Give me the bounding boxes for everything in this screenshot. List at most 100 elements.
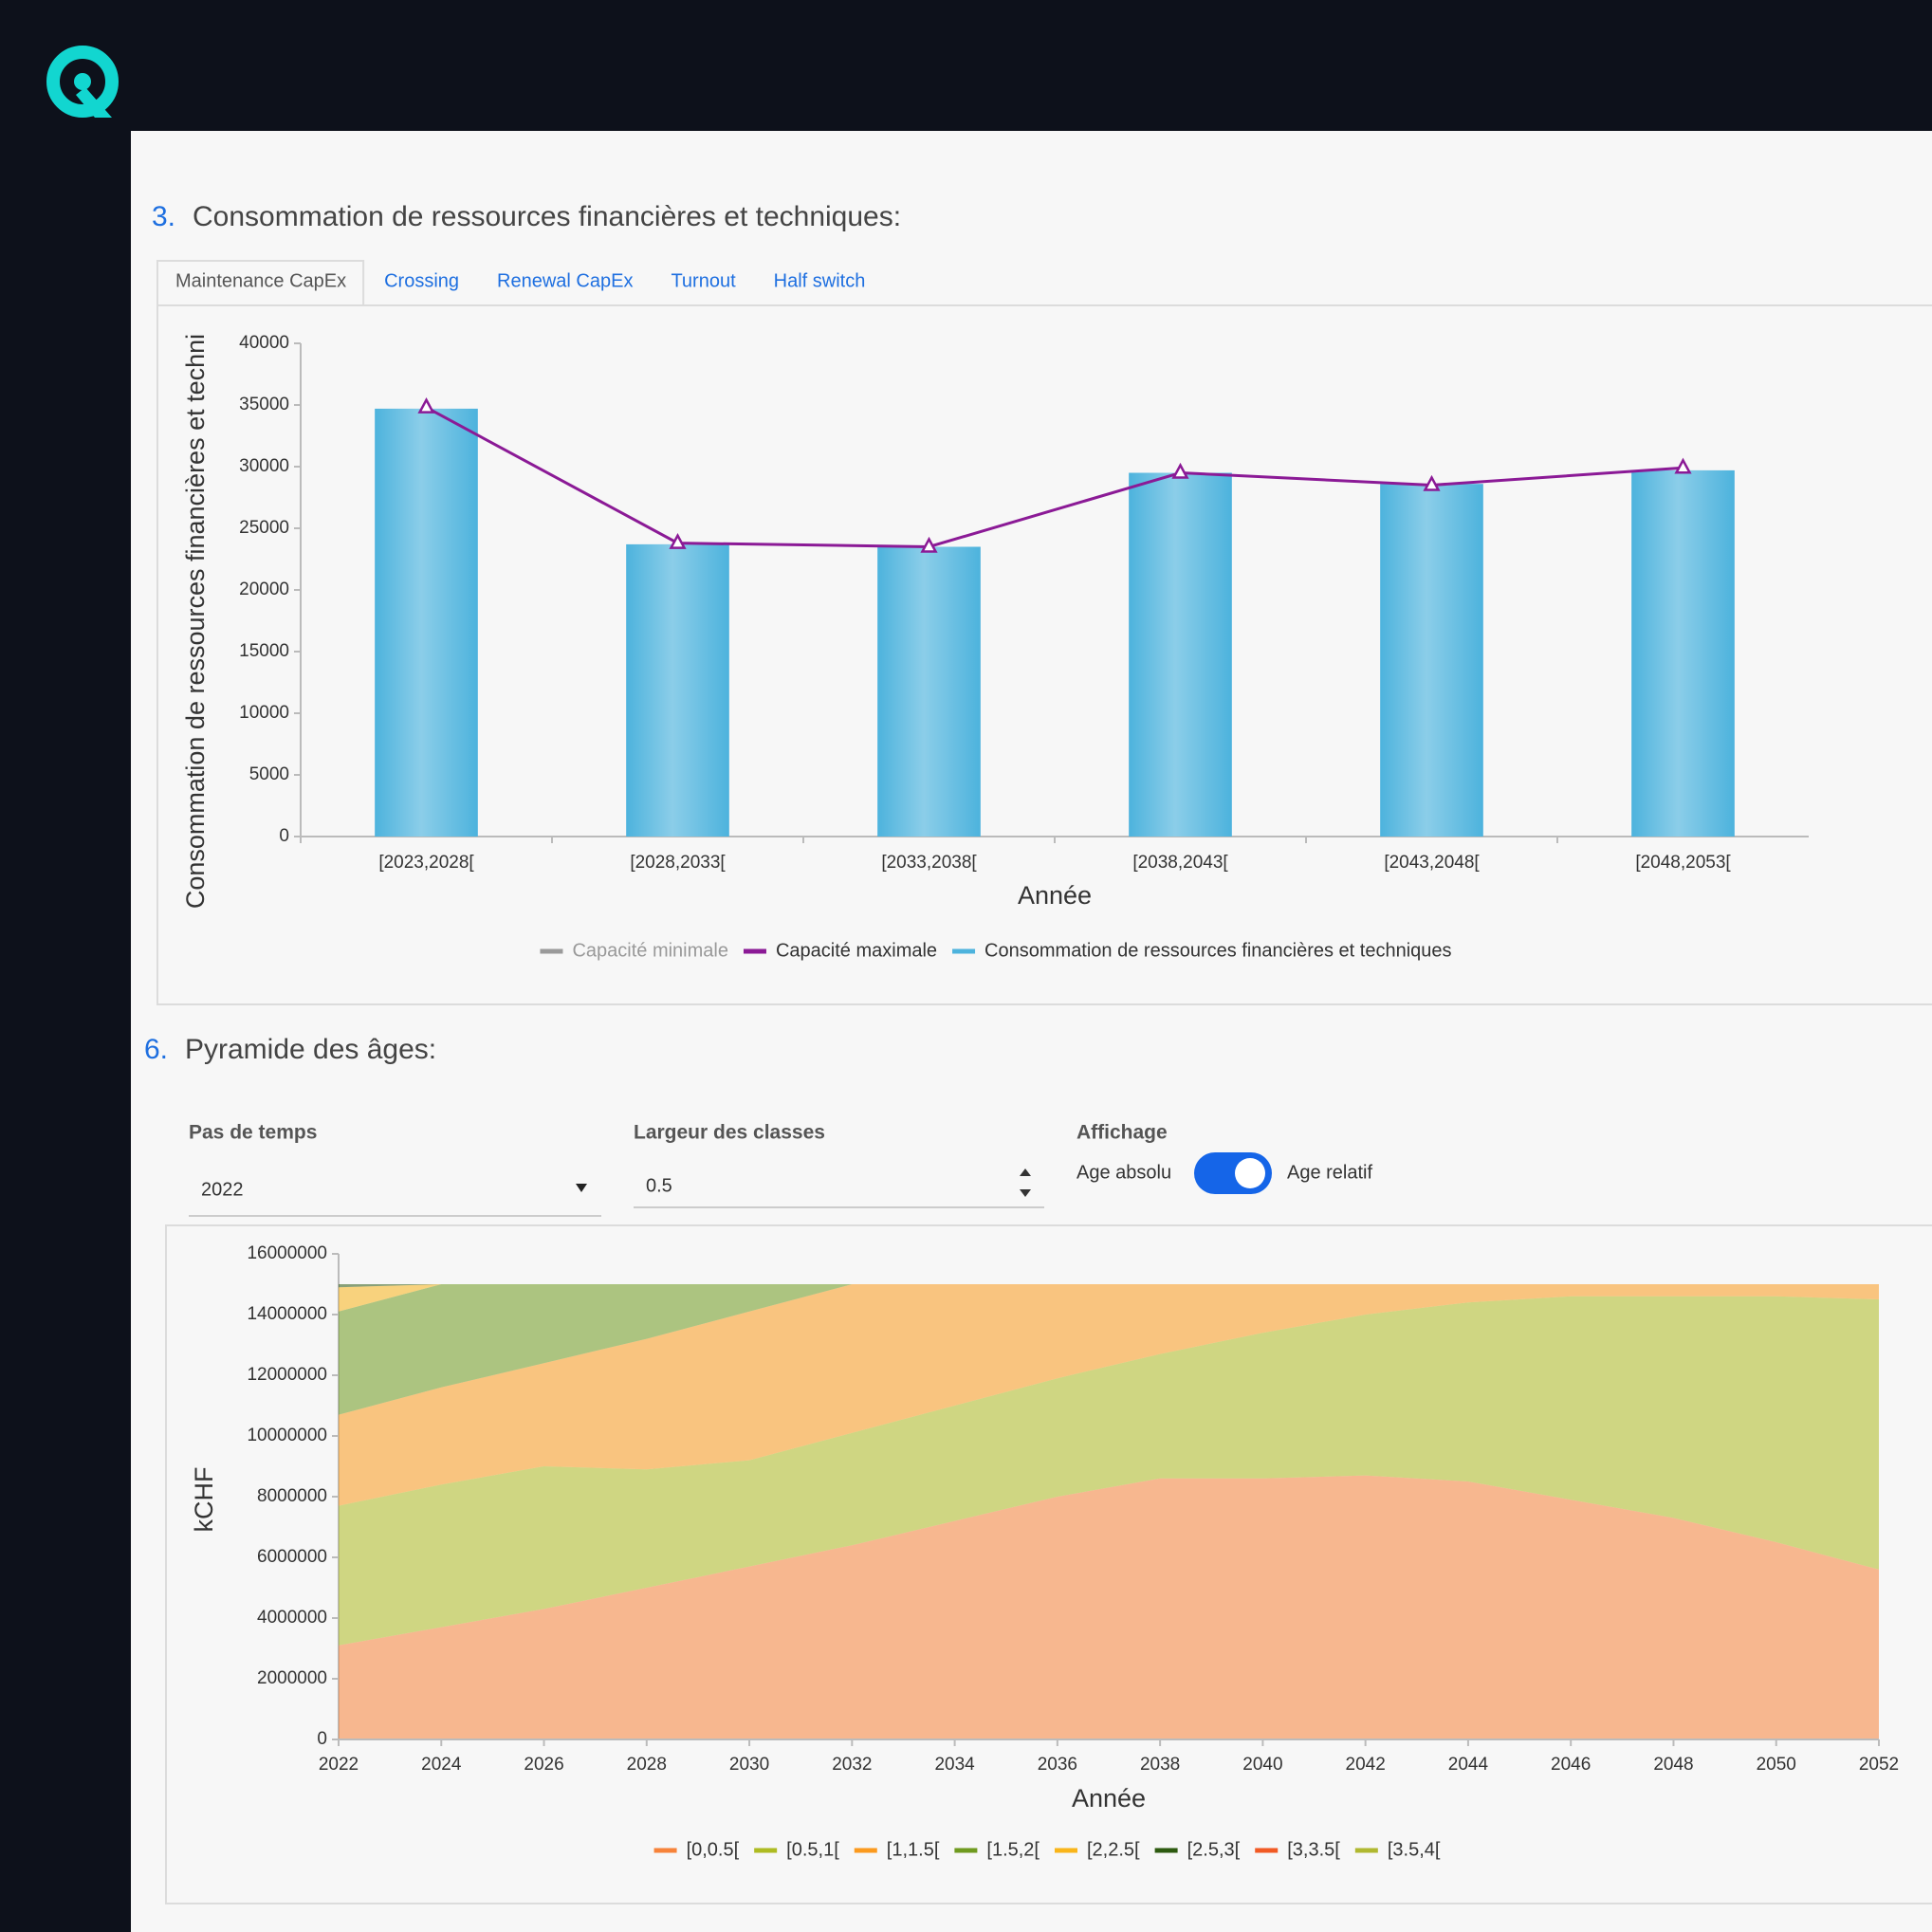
class-width-input[interactable]: 0.5: [634, 1168, 1044, 1208]
spinner: [1020, 1168, 1031, 1197]
tab[interactable]: Crossing: [384, 270, 459, 291]
chart-panel: [156, 304, 1932, 1005]
bar-sheen: [1380, 484, 1483, 837]
x-tick-label: 2032: [832, 1755, 872, 1775]
marker: [1674, 457, 1692, 474]
control-label: Affichage: [1076, 1122, 1168, 1144]
y-tick-label: 5000: [249, 764, 289, 784]
tab[interactable]: Maintenance CapEx: [175, 270, 346, 291]
x-tick-label: 2040: [1242, 1755, 1282, 1775]
control-label: Largeur des classes: [634, 1122, 825, 1144]
y-tick-label: 40000: [239, 333, 289, 353]
y-tick-label: 8000000: [257, 1486, 327, 1506]
marker: [1423, 474, 1441, 491]
legend-label[interactable]: [2.5,3[: [1187, 1839, 1241, 1860]
y-tick-label: 6000000: [257, 1547, 327, 1567]
x-tick-label: 2052: [1859, 1755, 1899, 1775]
section-title: Consommation de ressources financières e…: [193, 201, 901, 232]
x-axis-title: Année: [1072, 1784, 1146, 1812]
legend-label[interactable]: [1.5,2[: [986, 1839, 1040, 1860]
time-step-select[interactable]: 2022: [189, 1179, 601, 1217]
y-tick-label: 15000: [239, 641, 289, 661]
dropdown-arrow: [576, 1184, 587, 1192]
x-tick-label: [2043,2048[: [1384, 853, 1480, 873]
legend-label[interactable]: [0,0.5[: [687, 1839, 740, 1860]
marker: [669, 532, 687, 549]
x-tick-label: 2034: [934, 1755, 975, 1775]
x-tick-label: 2044: [1448, 1755, 1489, 1775]
x-tick-label: [2023,2028[: [378, 853, 474, 873]
marker: [1171, 462, 1189, 479]
logo-ring: [46, 46, 119, 118]
logo[interactable]: [46, 46, 119, 118]
y-axis-title: kCHF: [190, 1467, 218, 1533]
area: [339, 1284, 1879, 1506]
active-tab-border: [156, 260, 365, 305]
tab[interactable]: Renewal CapEx: [497, 270, 633, 291]
area: [339, 1284, 1879, 1415]
x-tick-label: [2038,2043[: [1132, 853, 1228, 873]
legend-label[interactable]: Consommation de ressources financières e…: [984, 940, 1451, 961]
legend-label[interactable]: Capacité minimale: [572, 940, 728, 961]
y-tick-label: 12000000: [247, 1365, 327, 1385]
logo-dot: [74, 73, 91, 90]
y-tick-label: 20000: [239, 580, 289, 599]
legend-label[interactable]: [0.5,1[: [786, 1839, 839, 1860]
x-tick-label: 2038: [1140, 1755, 1180, 1775]
bar-sheen: [1129, 472, 1232, 837]
x-tick-label: 2042: [1346, 1755, 1386, 1775]
legend-label[interactable]: [3.5,4[: [1388, 1839, 1441, 1860]
x-tick-label: 2028: [627, 1755, 667, 1775]
marker: [920, 536, 938, 553]
chart-panel: [165, 1224, 1932, 1904]
bar-sheen: [375, 408, 478, 837]
tab[interactable]: Turnout: [671, 270, 736, 291]
section-number: 3.: [152, 201, 175, 232]
x-tick-label: 2024: [421, 1755, 462, 1775]
control-label: Pas de temps: [189, 1122, 317, 1144]
y-tick-label: 0: [317, 1729, 327, 1749]
line: [425, 406, 1684, 549]
x-tick-label: 2030: [729, 1755, 769, 1775]
y-tick-label: 25000: [239, 518, 289, 538]
y-tick-label: 2000000: [257, 1668, 327, 1688]
bar-sheen: [626, 543, 729, 837]
legend-label[interactable]: [2,2.5[: [1087, 1839, 1140, 1860]
y-tick-label: 10000000: [247, 1426, 327, 1445]
y-tick-label: 10000: [239, 703, 289, 723]
area: [339, 1475, 1879, 1739]
tab[interactable]: Half switch: [774, 270, 866, 291]
y-tick-label: 0: [279, 826, 289, 846]
legend-label[interactable]: Capacité maximale: [776, 940, 937, 961]
legend-label[interactable]: [1,1.5[: [887, 1839, 940, 1860]
y-tick-label: 4000000: [257, 1608, 327, 1628]
display-toggle[interactable]: [1194, 1152, 1272, 1194]
bar-sheen: [1631, 469, 1735, 837]
y-tick-label: 30000: [239, 456, 289, 476]
bar-sheen: [877, 546, 981, 837]
x-tick-label: 2050: [1757, 1755, 1796, 1775]
legend: [0,0.5[ [0.5,1[ [1,1.5[ [1.5,2[ [2,2.5[ [2.5,…: [653, 1839, 1441, 1860]
x-tick-label: [2033,2038[: [881, 853, 977, 873]
select-value: 2022: [201, 1179, 244, 1200]
section-number: 6.: [144, 1034, 168, 1065]
y-axis-title: Consommation de ressources financières e…: [181, 334, 210, 909]
x-tick-label: 2036: [1038, 1755, 1077, 1775]
y-tick-label: 35000: [239, 395, 289, 414]
logo-tail: [76, 87, 112, 118]
toggle-knob: [1235, 1158, 1265, 1188]
marker: [417, 396, 435, 414]
section-title: Pyramide des âges:: [185, 1034, 436, 1065]
y-tick-label: 16000000: [247, 1243, 327, 1263]
x-tick-label: [2048,2053[: [1635, 853, 1731, 873]
x-axis-title: Année: [1018, 881, 1092, 910]
legend-label[interactable]: [3,3.5[: [1287, 1839, 1340, 1860]
legend: Capacité minimale Capacité maximale Consom…: [540, 940, 1452, 961]
x-tick-label: 2048: [1653, 1755, 1693, 1775]
x-tick-label: 2022: [319, 1755, 359, 1775]
toggle-on-label: Age relatif: [1287, 1162, 1372, 1183]
toggle-off-label: Age absolu: [1076, 1162, 1171, 1183]
y-tick-label: 14000000: [247, 1304, 327, 1324]
input-value: 0.5: [646, 1175, 672, 1196]
